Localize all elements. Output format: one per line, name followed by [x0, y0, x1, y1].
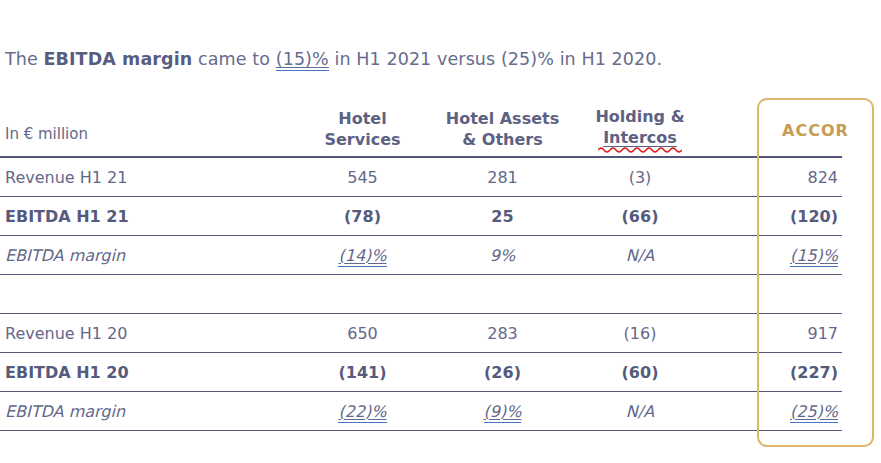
- row-label: Revenue H1 21: [0, 168, 295, 187]
- cell-holding-intercos: N/A: [575, 402, 705, 421]
- column-header-holding-intercos: Holding & Intercos: [575, 102, 705, 153]
- unit-label: In € million: [0, 125, 295, 156]
- segments-table: In € million Hotel Services Hotel Assets &…: [0, 98, 842, 431]
- cell-hotel-assets: 283: [430, 324, 575, 343]
- cell-hotel-services: (14)%: [295, 246, 430, 265]
- table-row: Revenue H1 20 650 283 (16) 917: [0, 314, 842, 353]
- table-row: EBITDA H1 21 (78) 25 (66) (120): [0, 197, 842, 236]
- ebitda-margin-term: EBITDA margin: [44, 49, 193, 69]
- header-line2: Intercos: [603, 128, 677, 147]
- cell-accor: 917: [705, 324, 842, 343]
- column-header-hotel-assets: Hotel Assets & Others: [430, 104, 575, 150]
- cell-hotel-services: 545: [295, 168, 430, 187]
- cell-hotel-assets: (9)%: [430, 402, 575, 421]
- header-line1: Hotel: [338, 109, 386, 128]
- table-row: EBITDA H1 20 (141) (26) (60) (227): [0, 353, 842, 392]
- intro-text-mid: came to: [192, 49, 275, 69]
- cell-accor: (227): [705, 363, 842, 382]
- cell-holding-intercos: (3): [575, 168, 705, 187]
- cell-hotel-assets: 25: [430, 207, 575, 226]
- header-line1: Holding &: [595, 107, 684, 126]
- table-body: Revenue H1 21 545 281 (3) 824 EBITDA H1 …: [0, 158, 842, 431]
- table-row: EBITDA margin (22)% (9)% N/A (25)%: [0, 392, 842, 431]
- cell-holding-intercos: N/A: [575, 246, 705, 265]
- margin-value-link[interactable]: (22)%: [338, 402, 386, 423]
- row-label: EBITDA H1 20: [0, 363, 295, 382]
- row-label: EBITDA margin: [0, 246, 295, 265]
- cell-hotel-services: (141): [295, 363, 430, 382]
- document-page: The EBITDA margin came to (15)% in H1 20…: [0, 0, 881, 463]
- cell-accor: (120): [705, 207, 842, 226]
- column-header-accor-spacer: [705, 125, 842, 129]
- cell-accor: (15)%: [705, 246, 842, 265]
- cell-holding-intercos: (66): [575, 207, 705, 226]
- table-row: [0, 275, 842, 314]
- cell-holding-intercos: (16): [575, 324, 705, 343]
- row-label: EBITDA margin: [0, 402, 295, 421]
- margin-value-link[interactable]: (25)%: [790, 402, 838, 423]
- cell-hotel-services: 650: [295, 324, 430, 343]
- margin-value-link[interactable]: (15)%: [790, 246, 838, 267]
- cell-hotel-assets: 9%: [430, 246, 575, 265]
- cell-hotel-assets: 281: [430, 168, 575, 187]
- header-line2: & Others: [462, 130, 542, 149]
- cell-accor: 824: [705, 168, 842, 187]
- cell-hotel-services: (78): [295, 207, 430, 226]
- table-header-row: In € million Hotel Services Hotel Assets &…: [0, 98, 842, 158]
- margin-value-link[interactable]: (14)%: [338, 246, 386, 267]
- cell-accor: (25)%: [705, 402, 842, 421]
- row-label: Revenue H1 20: [0, 324, 295, 343]
- header-line2: Services: [324, 130, 400, 149]
- cell-holding-intercos: (60): [575, 363, 705, 382]
- table-row: Revenue H1 21 545 281 (3) 824: [0, 158, 842, 197]
- margin-value-link[interactable]: (9)%: [484, 402, 522, 423]
- cell-hotel-assets: (26): [430, 363, 575, 382]
- column-header-hotel-services: Hotel Services: [295, 104, 430, 150]
- margin-h1-2021-link[interactable]: (15)%: [276, 49, 329, 71]
- spellcheck-squiggle-icon: [598, 147, 682, 153]
- cell-hotel-services: (22)%: [295, 402, 430, 421]
- row-label: EBITDA H1 21: [0, 207, 295, 226]
- intro-text-pre: The: [5, 49, 44, 69]
- table-row: EBITDA margin (14)% 9% N/A (15)%: [0, 236, 842, 275]
- header-line1: Hotel Assets: [446, 109, 559, 128]
- intro-text-post: in H1 2021 versus (25)% in H1 2020.: [329, 49, 662, 69]
- intro-sentence: The EBITDA margin came to (15)% in H1 20…: [5, 47, 865, 71]
